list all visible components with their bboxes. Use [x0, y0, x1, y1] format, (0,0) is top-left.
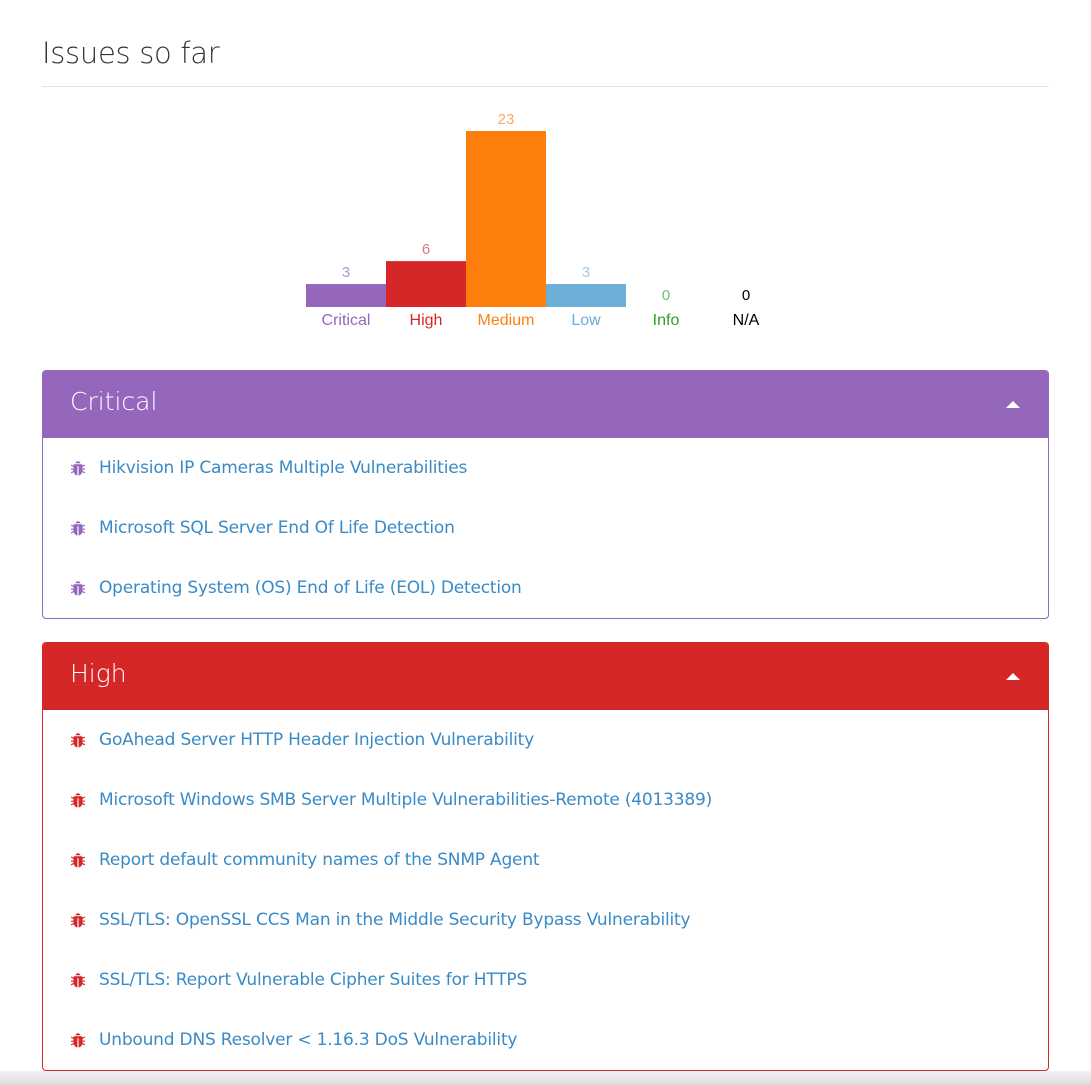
bottom-scroll-shadow [0, 1071, 1091, 1085]
panel-high: High GoAhead Server HTTP Header Injectio… [42, 642, 1049, 1071]
issue-list-item: Microsoft Windows SMB Server Multiple Vu… [43, 770, 1048, 830]
bar-value-label: 0 [662, 287, 670, 304]
bar-low [546, 284, 626, 307]
title-divider [42, 86, 1049, 87]
panel-critical: Critical Hikvision IP Cameras Multiple V… [42, 370, 1049, 619]
collapse-caret-icon[interactable] [1006, 673, 1020, 680]
issue-link[interactable]: Report default community names of the SN… [99, 850, 540, 870]
issue-list-item: Hikvision IP Cameras Multiple Vulnerabil… [43, 438, 1048, 498]
bug-icon [70, 581, 86, 596]
issue-list-item: Unbound DNS Resolver < 1.16.3 DoS Vulner… [43, 1010, 1048, 1070]
page-title: Issues so far [42, 36, 220, 70]
issue-link[interactable]: Operating System (OS) End of Life (EOL) … [99, 578, 522, 598]
issue-link[interactable]: SSL/TLS: Report Vulnerable Cipher Suites… [99, 970, 528, 990]
bar-value-label: 23 [498, 111, 515, 128]
category-tick-label: Low [571, 312, 601, 329]
issue-list-item: Operating System (OS) End of Life (EOL) … [43, 558, 1048, 618]
bug-icon [70, 1033, 86, 1048]
collapse-caret-icon[interactable] [1006, 401, 1020, 408]
issue-link[interactable]: GoAhead Server HTTP Header Injection Vul… [99, 730, 534, 750]
category-tick-label: Medium [478, 312, 535, 329]
bug-icon [70, 461, 86, 476]
issue-list-item: Report default community names of the SN… [43, 830, 1048, 890]
issue-link[interactable]: Microsoft SQL Server End Of Life Detecti… [99, 518, 455, 538]
issue-list-item: GoAhead Server HTTP Header Injection Vul… [43, 710, 1048, 770]
panel-critical-title: Critical [70, 387, 158, 416]
category-tick-label: Critical [322, 312, 371, 329]
bar-critical [306, 284, 386, 307]
bug-icon [70, 973, 86, 988]
issue-list-item: SSL/TLS: OpenSSL CCS Man in the Middle S… [43, 890, 1048, 950]
bar-value-label: 6 [422, 241, 430, 258]
bar-medium [466, 131, 546, 307]
bar-value-label: 0 [742, 287, 750, 304]
issue-link[interactable]: SSL/TLS: OpenSSL CCS Man in the Middle S… [99, 910, 691, 930]
panel-high-title: High [70, 659, 127, 688]
bug-icon [70, 853, 86, 868]
issue-link[interactable]: Microsoft Windows SMB Server Multiple Vu… [99, 790, 713, 810]
bug-icon [70, 521, 86, 536]
bar-value-label: 3 [342, 264, 350, 281]
issue-list-item: SSL/TLS: Report Vulnerable Cipher Suites… [43, 950, 1048, 1010]
issue-link[interactable]: Unbound DNS Resolver < 1.16.3 DoS Vulner… [99, 1030, 518, 1050]
issue-link[interactable]: Hikvision IP Cameras Multiple Vulnerabil… [99, 458, 468, 478]
category-tick-label: Info [653, 312, 680, 329]
panel-critical-header[interactable]: Critical [43, 371, 1048, 438]
bug-icon [70, 793, 86, 808]
issues-bar-chart: 3 Critical 6 High 23 Medium 3 Low 0 Info 0 N/A [306, 111, 760, 329]
bar-high [386, 261, 466, 307]
bar-value-label: 3 [582, 264, 590, 281]
bug-icon [70, 733, 86, 748]
panel-high-list: GoAhead Server HTTP Header Injection Vul… [43, 710, 1048, 1070]
panel-high-header[interactable]: High [43, 643, 1048, 710]
panel-critical-list: Hikvision IP Cameras Multiple Vulnerabil… [43, 438, 1048, 618]
bug-icon [70, 913, 86, 928]
category-tick-label: N/A [733, 312, 760, 329]
category-tick-label: High [410, 312, 443, 329]
issue-list-item: Microsoft SQL Server End Of Life Detecti… [43, 498, 1048, 558]
